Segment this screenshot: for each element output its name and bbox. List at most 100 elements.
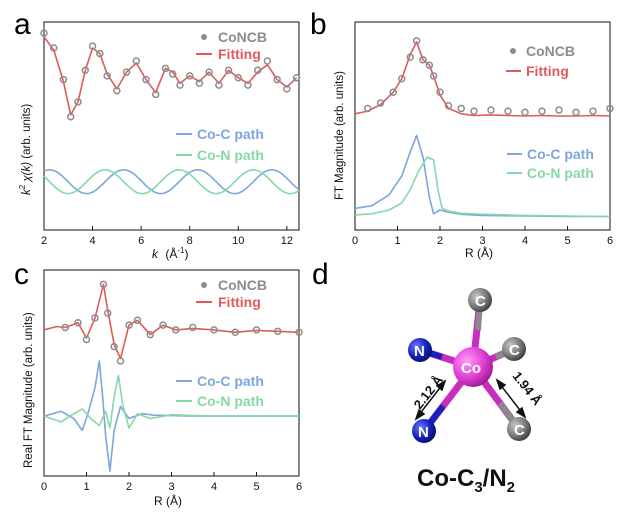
panel-b: b 0 1 2 3 4 5 6 R (Å) FT Magnitude (arb. units…	[310, 8, 614, 260]
x-tick-label: 1	[83, 481, 89, 493]
data-point	[470, 107, 478, 115]
x-ticks: 2 4 6 8 10 12	[41, 226, 293, 247]
data-point	[61, 323, 69, 332]
x-tick-label: 4	[211, 481, 217, 493]
x-tick-label: 6	[138, 235, 144, 247]
legend-marker-data	[510, 48, 516, 54]
data-point	[292, 73, 301, 82]
atom-c-top	[468, 288, 492, 312]
x-tick-label: 12	[281, 235, 293, 247]
data-point	[133, 316, 142, 325]
data-point	[172, 326, 180, 334]
data-point	[132, 57, 141, 65]
data-point	[274, 327, 282, 336]
data-point	[159, 321, 167, 329]
data-point	[74, 98, 82, 106]
legend-coc-label: Co-C path	[197, 373, 264, 389]
x-tick-label: 5	[564, 235, 570, 247]
legend-fit-label: Fitting	[218, 46, 261, 62]
data-point	[425, 61, 434, 69]
panel-d-structure: d 2.12 Å 1.94 Å	[312, 258, 545, 496]
legend-con-label: Co-N path	[527, 165, 594, 181]
series-line-co-n-path	[43, 169, 300, 195]
legend-coc-label: Co-C path	[527, 146, 594, 162]
legend-con-label: Co-N path	[197, 393, 264, 409]
x-tick-label: 3	[479, 235, 485, 247]
series-line-co-n-path	[43, 374, 299, 429]
data-point	[142, 75, 150, 84]
legend-bottom: Co-C path Co-N path	[176, 126, 264, 163]
data-point	[444, 101, 453, 110]
data-point	[185, 72, 194, 80]
series-group	[43, 280, 303, 472]
x-axis-label: R (Å)	[154, 493, 182, 508]
data-point	[49, 44, 58, 52]
series-line-fitting	[43, 36, 298, 116]
x-tick-label: 2	[41, 235, 47, 247]
series-line-fitting	[43, 283, 300, 360]
data-point	[91, 314, 99, 322]
data-point	[589, 107, 597, 115]
data-point	[487, 106, 495, 114]
data-point	[99, 280, 108, 289]
data-point	[210, 326, 218, 334]
y-axis-label: k2 χ(k) (arb. units)	[18, 104, 33, 195]
x-tick-label: 4	[90, 235, 96, 247]
x-tick-label: 3	[168, 481, 174, 493]
legend-top: CoNCB Fitting	[196, 277, 267, 310]
atom-co-label: Co	[461, 360, 481, 377]
legend-top: CoNCB Fitting	[506, 43, 575, 79]
series-line-fitting	[354, 41, 611, 117]
data-point	[521, 108, 529, 116]
data-point	[398, 74, 406, 83]
panel-letter: c	[14, 258, 29, 291]
data-point	[59, 75, 68, 84]
legend-fit-label: Fitting	[218, 294, 261, 310]
x-tick-label: 6	[296, 481, 302, 493]
x-tick-label: 5	[253, 481, 259, 493]
data-point	[103, 72, 111, 80]
atom-c-bottom	[507, 417, 531, 441]
plot-frame	[43, 21, 300, 231]
legend-coc-label: Co-C path	[197, 126, 264, 142]
series-line-co-n-path	[354, 156, 611, 218]
data-point	[504, 107, 512, 115]
atom-c-bottom-label: C	[514, 422, 525, 439]
x-tick-label: 10	[232, 235, 244, 247]
data-point	[538, 107, 546, 115]
data-point	[161, 64, 170, 73]
legend-con-label: Co-N path	[197, 147, 264, 163]
series-line-co-c-path	[43, 169, 300, 195]
series-line-co-c-path	[354, 134, 610, 218]
bond-length-arrow-c	[495, 378, 527, 419]
data-point	[234, 73, 243, 82]
data-point	[122, 68, 131, 76]
panel-a: a 2 4 6 8 10 12 k (Å-1) k2 χ(k) (arb. units) …	[14, 8, 301, 261]
data-point	[151, 90, 160, 99]
x-tick-label: 2	[126, 481, 132, 493]
y-axis-label: FT Magnitude (arb. units)	[334, 71, 346, 200]
x-tick-label: 0	[41, 481, 47, 493]
x-ticks: 0 1 2 3 4 5 6	[41, 472, 302, 493]
panel-letter: a	[14, 8, 31, 41]
legend-top: CoNCB Fitting	[196, 29, 267, 62]
data-point	[436, 88, 444, 96]
x-tick-label: 0	[352, 235, 358, 247]
data-point	[457, 104, 465, 113]
atom-c-right-label: C	[509, 342, 520, 359]
atom-c-right	[502, 337, 526, 361]
data-point	[263, 57, 272, 65]
atom-n-bottom	[412, 419, 436, 443]
data-point	[116, 357, 125, 365]
data-point	[125, 321, 133, 329]
data-point	[273, 75, 281, 84]
x-tick-label: 8	[187, 235, 193, 247]
data-point	[389, 88, 397, 96]
atom-co-center	[453, 347, 493, 387]
legend-fit-label: Fitting	[526, 63, 569, 79]
x-tick-label: 1	[394, 235, 400, 247]
legend-data-label: CoNCB	[218, 277, 267, 293]
legend-data-label: CoNCB	[218, 29, 267, 45]
data-point	[176, 81, 184, 89]
